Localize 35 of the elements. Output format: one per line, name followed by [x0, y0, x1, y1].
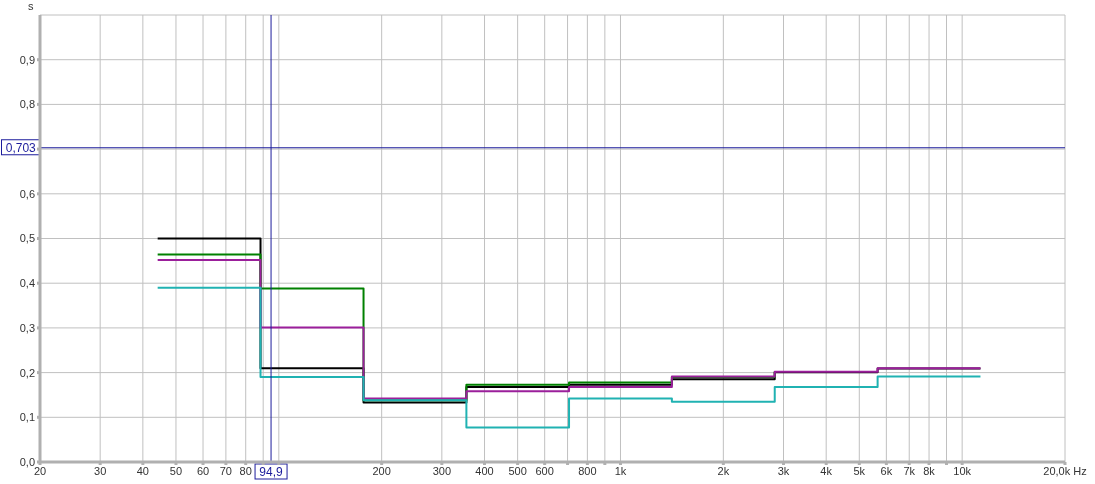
y-tick-label: 0,8	[19, 98, 35, 111]
x-tick-label: 400	[475, 464, 494, 477]
x-tick-label: 80	[239, 464, 252, 477]
x-tick-label: 50	[169, 464, 183, 477]
x-tick-label: 6k	[880, 464, 893, 477]
x-tick-label: 600	[535, 464, 554, 477]
x-tick-label: 1k	[614, 464, 627, 477]
y-tick-label: 0,4	[19, 277, 35, 290]
x-tick-label: 20	[33, 464, 47, 477]
y-tick-label: 0,9	[19, 53, 35, 66]
x-tick-label: 500	[508, 464, 527, 477]
x-tick-label: 10k	[953, 464, 972, 477]
y-tick-label: 0,0	[19, 455, 35, 468]
x-tick-label: 3k	[777, 464, 790, 477]
x-tick-label: 60	[196, 464, 210, 477]
x-tick-label: 70	[219, 464, 233, 477]
x-tick-label: 2k	[717, 464, 730, 477]
y-tick-label: 0,2	[19, 366, 35, 379]
y-tick-label: 0,1	[19, 411, 35, 424]
x-tick-label: 800	[578, 464, 597, 477]
x-tick-label: 8k	[923, 464, 936, 477]
y-axis-title: s	[28, 0, 34, 12]
y-tick-label: 0,5	[19, 232, 35, 245]
x-tick-label: 5k	[853, 464, 866, 477]
x-tick-label: 30	[94, 464, 107, 477]
x-tick-label: 200	[372, 464, 391, 477]
ref-line-label: 94,9	[259, 465, 284, 479]
x-tick-label: 7k	[903, 464, 916, 477]
x-tick-label: 40	[136, 464, 149, 477]
x-tick-label: 300	[432, 464, 452, 477]
y-tick-label: 0,3	[19, 321, 35, 334]
x-tick-label: 4k	[820, 464, 833, 477]
x-tick-label: 20,0k Hz	[1043, 464, 1087, 477]
y-tick-label: 0,6	[19, 187, 35, 200]
ref-line-label: 0,703	[5, 140, 37, 155]
